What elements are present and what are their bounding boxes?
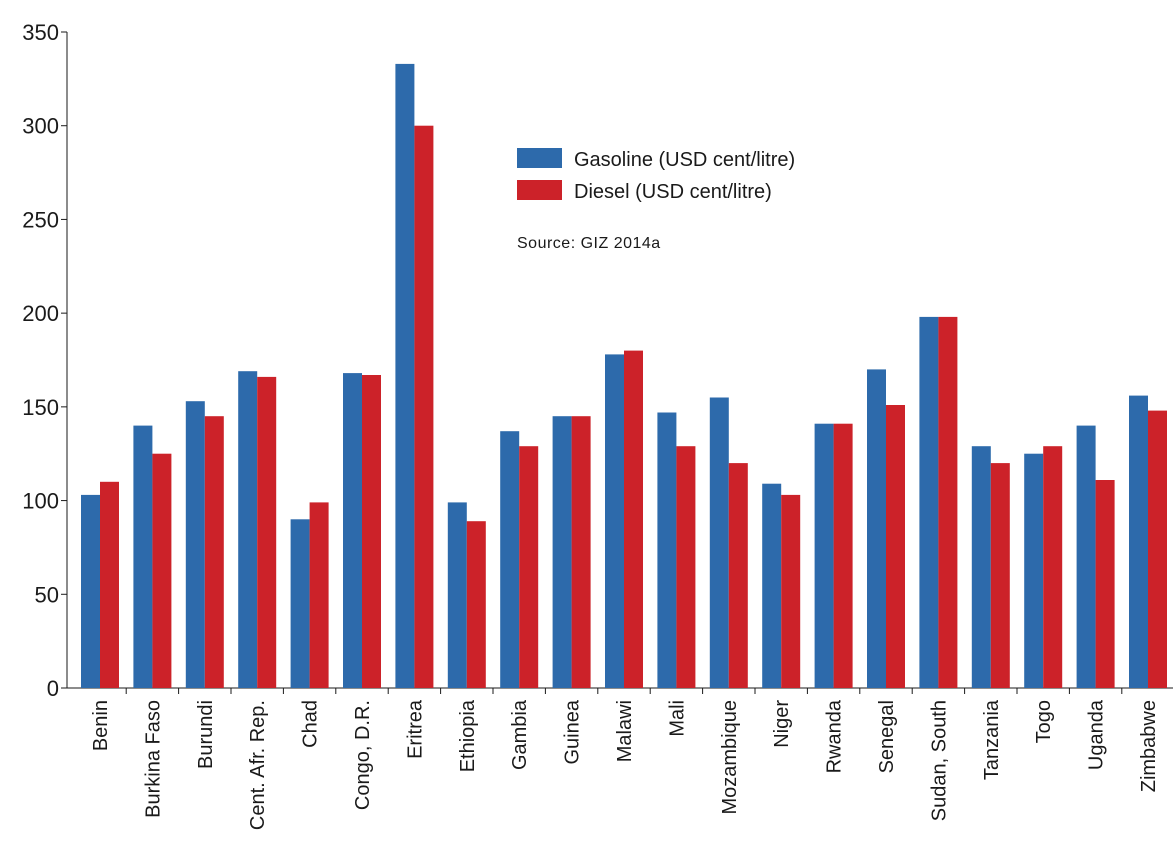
bar-diesel-ethiopia [466,521,486,688]
bar-diesel-tanzania [990,463,1010,688]
x-tick-label: Cent. Afr. Rep. [247,700,269,830]
bar-gasoline-rwanda [814,423,834,688]
y-tick-label: 350 [22,20,59,45]
x-tick-label: Guinea [562,699,584,764]
y-tick-label: 50 [35,582,59,607]
bar-diesel-uganda [1095,480,1115,688]
bar-diesel-cent-afr-rep [257,376,277,688]
bar-diesel-guinea [571,416,591,688]
x-tick-label: Tanzania [981,699,1003,780]
bar-diesel-rwanda [833,423,853,688]
x-tick-label: Eritrea [404,699,426,759]
bar-gasoline-niger [762,483,782,688]
bar-gasoline-burkina-faso [133,425,153,688]
x-tick-label: Mozambique [719,700,741,815]
y-tick-label: 200 [22,301,59,326]
bar-diesel-niger [781,494,801,688]
legend-swatch-gasoline [517,148,562,168]
y-tick-label: 250 [22,207,59,232]
y-tick-label: 0 [47,676,59,701]
bar-diesel-gambia [519,446,539,688]
bar-diesel-senegal [886,405,905,688]
x-tick-label: Burkina Faso [142,700,164,818]
x-tick-label: Burundi [195,700,217,769]
bar-gasoline-zimbabwe [1129,395,1148,688]
bar-gasoline-ethiopia [447,502,467,688]
bar-gasoline-burundi [185,401,205,688]
bar-gasoline-sudan-south [919,316,939,688]
bar-diesel-mali [676,446,696,688]
x-tick-labels: Benin Burkina Faso Burundi Cent. Afr. Rep. C… [90,688,1160,830]
x-tick-label: Togo [1033,700,1055,743]
x-tick-label: Mali [666,700,688,737]
x-tick-label: Malawi [614,700,636,762]
bar-gasoline-malawi [605,354,624,688]
x-tick-label: Ethiopia [457,699,479,772]
bar-gasoline-congo-d-r [343,373,362,688]
x-tick-label: Congo, D.R. [352,700,374,810]
x-tick-label: Gambia [509,699,531,770]
legend: Gasoline (USD cent/litre) Diesel (USD ce… [517,148,795,252]
x-tick-label: Niger [771,700,793,748]
bar-diesel-burundi [204,416,224,688]
legend-swatch-diesel [517,180,562,200]
x-tick-label: Chad [300,700,322,748]
bar-diesel-malawi [624,350,643,688]
source-annotation: Source: GIZ 2014a [517,235,661,252]
bar-diesel-burkina-faso [152,453,172,688]
bar-gasoline-guinea [552,416,572,688]
y-tick-label: 150 [22,395,59,420]
bar-diesel-zimbabwe [1148,410,1167,688]
legend-label-gasoline: Gasoline (USD cent/litre) [574,149,795,171]
bar-diesel-mozambique [728,463,748,688]
bar-gasoline-chad [290,519,310,688]
x-tick-label: Rwanda [824,699,846,773]
bar-gasoline-togo [1024,453,1044,688]
bar-gasoline-tanzania [971,446,991,688]
bar-gasoline-cent-afr-rep [238,371,258,688]
bar-gasoline-mali [657,412,677,688]
legend-label-diesel: Diesel (USD cent/litre) [574,181,772,203]
bar-gasoline-eritrea [395,63,415,688]
bar-gasoline-mozambique [709,397,729,688]
x-tick-label: Sudan, South [928,700,950,821]
bars [81,63,1167,688]
y-tick-label: 300 [22,114,59,139]
x-tick-label: Uganda [1086,699,1108,770]
bar-diesel-congo-d-r [362,375,381,688]
bar-diesel-sudan-south [938,316,958,688]
bar-diesel-chad [309,502,329,688]
x-tick-label: Senegal [876,700,898,773]
x-tick-label: Benin [90,700,112,751]
bar-gasoline-gambia [500,431,520,688]
y-tick-label: 100 [22,489,59,514]
bar-diesel-togo [1043,446,1063,688]
bar-gasoline-senegal [867,369,886,688]
x-tick-label: Zimbabwe [1138,700,1160,792]
bar-diesel-eritrea [414,125,434,688]
y-ticks: 0 50 100 150 200 250 300 350 [22,20,67,701]
bar-gasoline-uganda [1076,425,1096,688]
bar-gasoline-benin [81,494,100,688]
bar-diesel-benin [100,481,119,688]
